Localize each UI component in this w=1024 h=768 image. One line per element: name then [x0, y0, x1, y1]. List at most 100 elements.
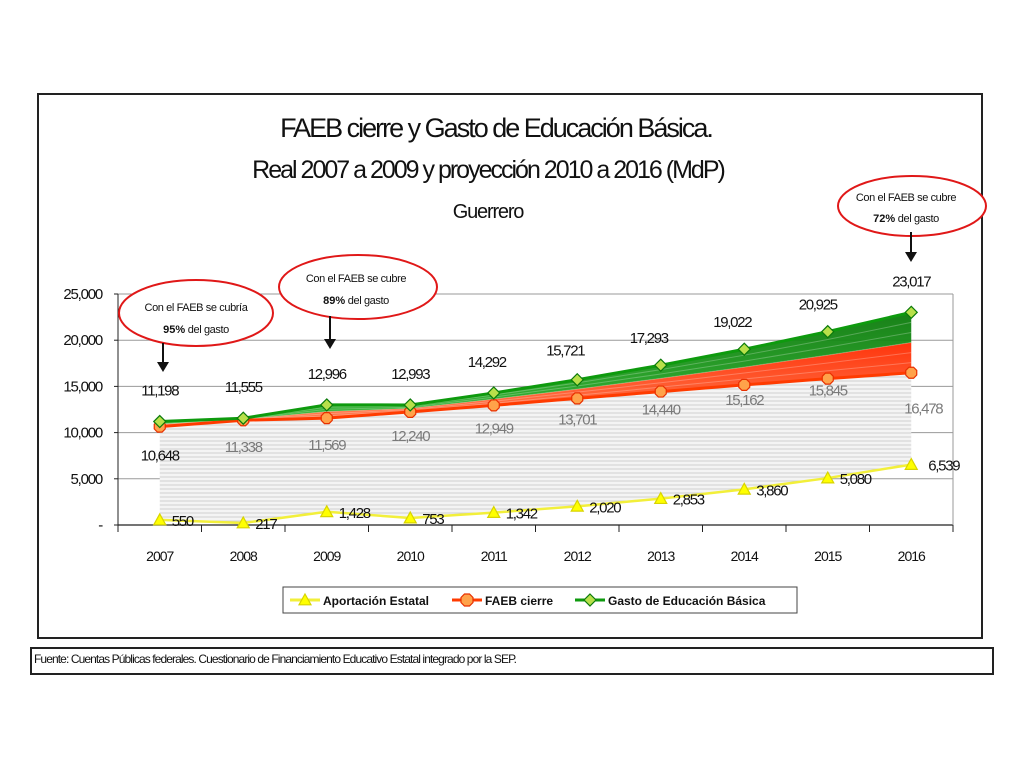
gasto-marker [319, 398, 334, 412]
gasto-data-label: 11,555 [225, 379, 263, 396]
annotation-arrow-head [905, 252, 917, 262]
annotation-text: Con el FAEB se cubría [145, 302, 249, 314]
gasto-marker [737, 342, 752, 357]
y-tick-label: 15,000 [63, 378, 103, 395]
legend-swatch-marker [297, 592, 313, 606]
aportacion-marker [486, 505, 501, 518]
gasto-marker [236, 411, 251, 426]
faeb-data-label: 11,338 [225, 439, 263, 456]
gasto-marker [486, 386, 501, 400]
y-tick-label: 20,000 [63, 332, 103, 349]
aportacion-marker [570, 499, 585, 512]
faeb-line [159, 371, 912, 429]
aportacion-line [159, 463, 912, 525]
aportacion-data-label: 550 [172, 513, 194, 530]
aportacion-data-label: 3,860 [756, 482, 788, 499]
gasto-data-label: 11,198 [141, 383, 179, 400]
aportacion-marker [152, 512, 167, 526]
aportacion-marker [319, 504, 334, 518]
gasto-data-label: 19,022 [713, 314, 752, 331]
gasto-marker [403, 398, 418, 412]
plot-area: - 5,000 10,000 15,000 20,000 25,000 2007 2008 20… [63, 175, 987, 564]
gasto-line [159, 310, 912, 424]
x-tick-label: 2016 [898, 548, 926, 564]
source-box: Fuente: Cuentas Públicas federales. Cues… [30, 647, 994, 675]
legend-swatch-marker [583, 593, 597, 607]
annotation-arrow-head [324, 339, 336, 349]
gasto-marker [653, 358, 668, 373]
faeb-data-label: 13,701 [558, 411, 597, 428]
aportacion-data-label: 5,080 [840, 471, 872, 488]
legend-box [282, 586, 798, 614]
annotation-arrow-head [157, 362, 169, 372]
faeb-data-label: 14,440 [642, 402, 681, 419]
x-tick-label: 2015 [814, 548, 842, 564]
annotation-pct: 72% [873, 213, 895, 225]
legend-swatch-marker [460, 593, 474, 607]
legend: Aportación Estatal FAEB cierre Gasto de Ed… [282, 586, 798, 614]
annotation-rest: del gasto [345, 295, 389, 307]
gasto-marker [570, 372, 585, 387]
x-tick-label: 2013 [647, 548, 675, 564]
gasto-marker [820, 324, 835, 339]
faeb-data-label: 15,845 [809, 383, 848, 400]
gap-stripe [159, 352, 912, 426]
x-tick-label: 2008 [230, 548, 258, 564]
aportacion-marker [403, 510, 418, 524]
gasto-data-label: 14,292 [468, 354, 507, 371]
x-tick-label: 2012 [564, 548, 592, 564]
faeb-data-label: 12,240 [391, 428, 430, 445]
gasto-data-label: 15,721 [546, 343, 585, 360]
gasto-data-label: 17,293 [630, 330, 669, 347]
gasto-data-label: 23,017 [892, 273, 931, 290]
aportacion-marker [737, 482, 752, 495]
chart-title: FAEB cierre y Gasto de Educación Básica. [280, 113, 712, 143]
faeb-data-label: 11,569 [308, 437, 346, 454]
aportacion-data-label: 1,428 [339, 505, 371, 522]
aportacion-data-label: 753 [422, 511, 444, 528]
annotation-ellipse [278, 254, 438, 320]
legend-label: Aportación Estatal [323, 594, 429, 608]
chart-state: Guerrero [453, 201, 525, 223]
gasto-data-label: 12,993 [391, 366, 430, 383]
gasto-data-label: 20,925 [799, 297, 838, 314]
faeb-data-label: 16,478 [904, 401, 943, 418]
chart-subtitle: Real 2007 a 2009 y proyección 2010 a 201… [252, 156, 724, 184]
y-tick-label: - [98, 517, 103, 534]
aportacion-data-label: 217 [255, 516, 277, 533]
x-tick-label: 2014 [731, 548, 759, 564]
aportacion-marker [653, 491, 668, 505]
x-tick-label: 2009 [313, 548, 341, 564]
faeb-marker [487, 399, 500, 412]
annotation-pct: 89% [323, 295, 345, 307]
aportacion-data-label: 1,342 [506, 506, 538, 523]
faeb-marker [821, 372, 834, 385]
source-note: Fuente: Cuentas Públicas federales. Cues… [34, 652, 517, 666]
faeb-marker [654, 385, 667, 398]
aportacion-marker [904, 457, 919, 470]
gap-stripe [159, 342, 912, 425]
annotation-ellipse [118, 279, 274, 347]
faeb-data-label: 15,162 [725, 392, 764, 409]
annotation-ellipse [837, 175, 987, 237]
annotation-text: Con el FAEB se cubre [306, 273, 407, 285]
x-tick-label: 2007 [146, 548, 174, 564]
faeb-data-label: 10,648 [141, 448, 180, 465]
faeb-marker [571, 392, 584, 405]
annotation-pct-text: 95% del gasto [163, 324, 229, 336]
y-tick-label: 25,000 [63, 286, 103, 303]
faeb-data-label: 12,949 [475, 420, 514, 437]
gap-stripe [159, 331, 912, 424]
annotation-pct: 95% [163, 324, 185, 336]
gasto-marker [904, 305, 919, 320]
aportacion-data-label: 2,020 [589, 499, 621, 516]
faeb-marker [738, 378, 751, 392]
aportacion-marker [820, 470, 835, 484]
annotation-rest: del gasto [895, 213, 939, 225]
x-tick-label: 2010 [397, 548, 425, 564]
y-tick-label: 10,000 [63, 425, 103, 442]
faeb-marker [905, 366, 918, 379]
annotation-rest: del gasto [185, 324, 229, 336]
annotation-pct-text: 89% del gasto [323, 295, 389, 307]
